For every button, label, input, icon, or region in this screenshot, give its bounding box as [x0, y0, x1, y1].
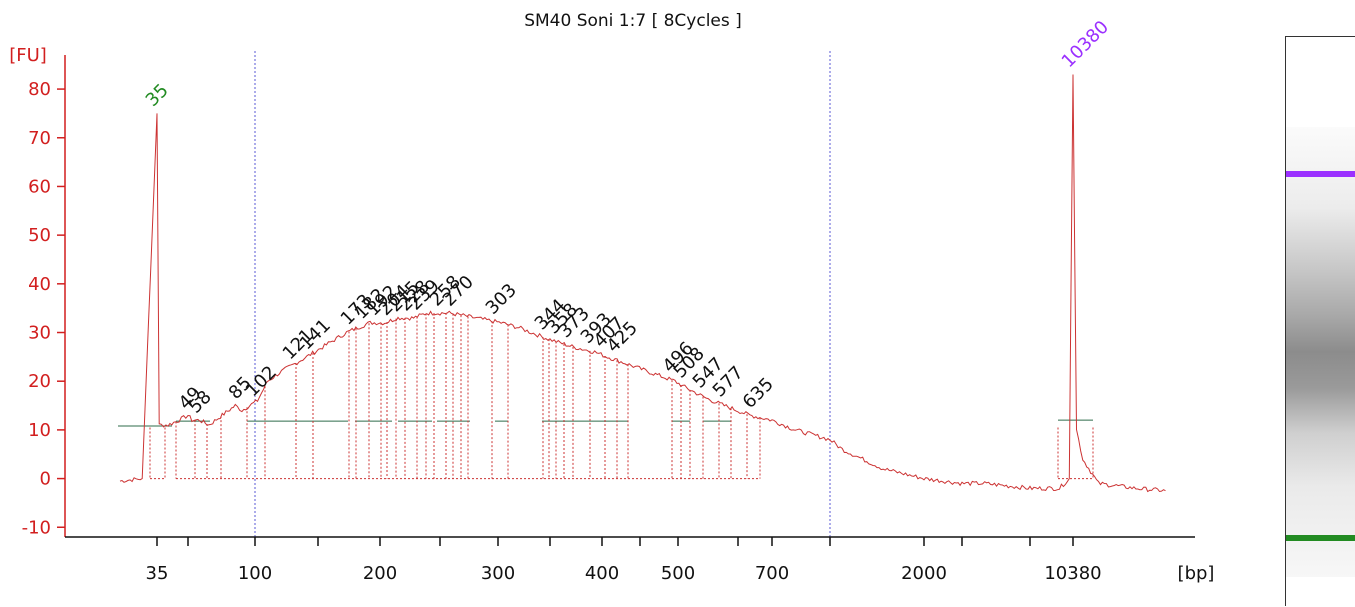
y-tick-label: 50	[28, 225, 51, 246]
chart-title: SM40 Soni 1:7 [ 8Cycles ]	[524, 11, 742, 31]
y-axis-ticks: -10 0 10 20 30 40 50 60 70 80	[22, 79, 65, 538]
x-tick-label: 300	[481, 563, 515, 584]
gel-image	[1285, 36, 1355, 606]
y-tick-label: 40	[28, 274, 51, 295]
x-tick-label: 400	[585, 563, 619, 584]
marker-label: 10380	[1058, 17, 1113, 72]
x-tick-label: 500	[661, 563, 695, 584]
region-markers	[254, 51, 831, 537]
y-tick-label: 10	[28, 420, 51, 441]
gel-upper-marker-band	[1286, 171, 1355, 177]
peak-dropdown-lines	[149, 313, 1094, 480]
y-tick-label: 70	[28, 128, 51, 149]
electropherogram-chart: SM40 Soni 1:7 [ 8Cycles ] [FU] [bp] -10 0…	[9, 11, 1215, 584]
x-tick-label: 10380	[1044, 563, 1101, 584]
x-tick-label: 200	[363, 563, 397, 584]
marker-label: 35	[142, 80, 173, 111]
x-tick-label: 2000	[901, 563, 947, 584]
gel-lower-marker-band	[1286, 535, 1355, 541]
x-tick-label: 35	[146, 563, 169, 584]
y-tick-label: 80	[28, 79, 51, 100]
x-axis-ticks: 35 100 200 300 400 500 700 2000 10380	[146, 537, 1102, 584]
peak-label: 303	[482, 280, 521, 319]
y-tick-label: 60	[28, 176, 51, 197]
x-tick-label: 100	[238, 563, 272, 584]
electropherogram-trace	[119, 74, 1166, 493]
gel-lane	[1286, 127, 1355, 577]
x-tick-label: 700	[755, 563, 789, 584]
x-axis-label: [bp]	[1178, 563, 1215, 584]
axes	[64, 55, 1195, 538]
y-tick-label: 0	[40, 469, 51, 490]
y-tick-label: -10	[22, 517, 51, 538]
y-tick-label: 20	[28, 371, 51, 392]
y-tick-label: 30	[28, 323, 51, 344]
y-axis-label: [FU]	[9, 45, 47, 66]
